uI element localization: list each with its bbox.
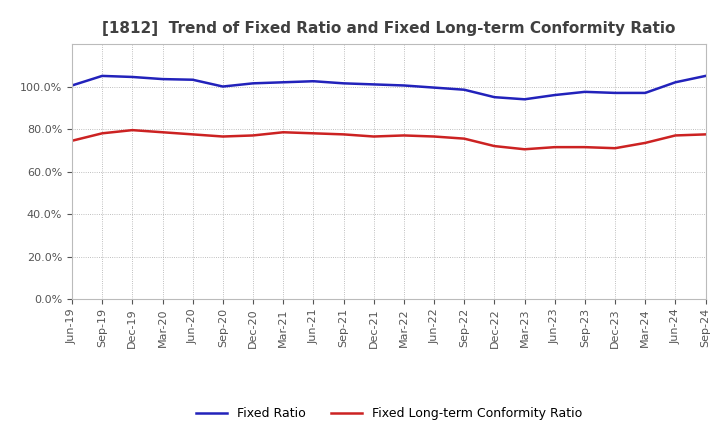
Fixed Ratio (490, 95, 499, 100)
Fixed Long-term Conformity Ratio (701, 132, 710, 137)
Fixed Long-term Conformity Ratio (430, 134, 438, 139)
Fixed Long-term Conformity Ratio (279, 130, 287, 135)
Fixed Ratio (68, 83, 76, 88)
Fixed Long-term Conformity Ratio (550, 144, 559, 150)
Title: [1812]  Trend of Fixed Ratio and Fixed Long-term Conformity Ratio: [1812] Trend of Fixed Ratio and Fixed Lo… (102, 21, 675, 36)
Fixed Long-term Conformity Ratio (580, 144, 589, 150)
Fixed Long-term Conformity Ratio (400, 133, 408, 138)
Fixed Long-term Conformity Ratio (460, 136, 469, 141)
Fixed Long-term Conformity Ratio (248, 133, 257, 138)
Fixed Long-term Conformity Ratio (189, 132, 197, 137)
Fixed Ratio (309, 79, 318, 84)
Line: Fixed Long-term Conformity Ratio: Fixed Long-term Conformity Ratio (72, 130, 706, 149)
Fixed Ratio (128, 74, 137, 80)
Fixed Ratio (521, 97, 529, 102)
Fixed Ratio (279, 80, 287, 85)
Fixed Ratio (219, 84, 228, 89)
Fixed Long-term Conformity Ratio (68, 138, 76, 143)
Fixed Long-term Conformity Ratio (309, 131, 318, 136)
Fixed Long-term Conformity Ratio (158, 130, 167, 135)
Fixed Long-term Conformity Ratio (219, 134, 228, 139)
Fixed Ratio (671, 80, 680, 85)
Fixed Long-term Conformity Ratio (339, 132, 348, 137)
Fixed Ratio (611, 90, 619, 95)
Fixed Long-term Conformity Ratio (98, 131, 107, 136)
Fixed Ratio (189, 77, 197, 82)
Fixed Ratio (641, 90, 649, 95)
Fixed Long-term Conformity Ratio (369, 134, 378, 139)
Fixed Ratio (550, 92, 559, 98)
Fixed Long-term Conformity Ratio (128, 128, 137, 133)
Fixed Ratio (460, 87, 469, 92)
Fixed Long-term Conformity Ratio (671, 133, 680, 138)
Line: Fixed Ratio: Fixed Ratio (72, 76, 706, 99)
Fixed Long-term Conformity Ratio (490, 143, 499, 149)
Fixed Ratio (98, 73, 107, 78)
Fixed Ratio (339, 81, 348, 86)
Fixed Ratio (430, 85, 438, 90)
Fixed Long-term Conformity Ratio (611, 146, 619, 151)
Fixed Ratio (369, 82, 378, 87)
Fixed Ratio (158, 77, 167, 82)
Fixed Long-term Conformity Ratio (521, 147, 529, 152)
Fixed Long-term Conformity Ratio (641, 140, 649, 146)
Fixed Ratio (701, 73, 710, 78)
Fixed Ratio (400, 83, 408, 88)
Fixed Ratio (580, 89, 589, 95)
Legend: Fixed Ratio, Fixed Long-term Conformity Ratio: Fixed Ratio, Fixed Long-term Conformity … (191, 403, 587, 425)
Fixed Ratio (248, 81, 257, 86)
